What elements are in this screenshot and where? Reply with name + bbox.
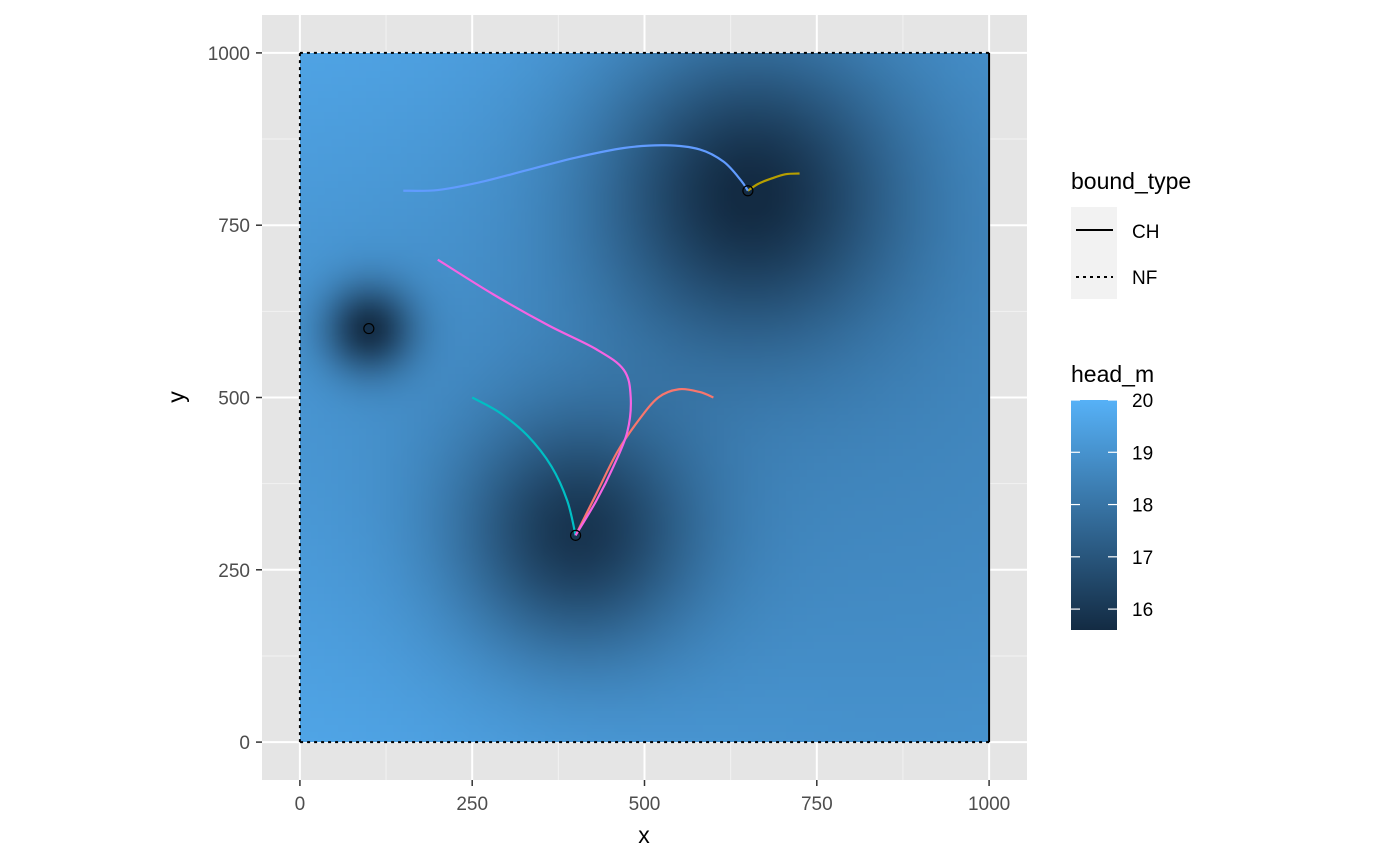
head-raster [299,52,990,743]
x-tick-label: 500 [629,794,661,815]
x-tick-label: 750 [801,794,833,815]
boundaries [298,51,991,744]
legend-label-ch: CH [1132,222,1159,243]
y-tick-label: 1000 [208,44,250,65]
well-point [569,529,582,541]
legend-bound-type-title: bound_type [1071,168,1191,194]
particle-track [747,172,800,192]
x-tick-label: 250 [456,794,488,815]
y-axis-tick-labels: 0 250 500 750 1000 [208,44,250,754]
legend-label-nf: NF [1132,268,1157,289]
colorbar-ticks [1071,399,1117,610]
y-tick-label: 0 [239,733,250,754]
y-tick-label: 500 [218,389,250,410]
wells [363,185,754,541]
colorbar-label: 17 [1132,548,1153,569]
colorbar-label: 16 [1132,600,1153,621]
well-point [742,185,754,197]
x-axis-title: x [638,822,650,848]
particle-track [471,396,577,536]
colorbar-label: 20 [1132,391,1153,412]
legend-head-title: head_m [1071,361,1154,387]
colorbar [1071,400,1117,630]
particle-track [403,144,749,192]
colorbar-label: 19 [1132,443,1153,464]
y-axis-ticks [256,52,262,743]
x-tick-label: 1000 [968,794,1010,815]
particle-tracks [403,144,800,536]
y-axis-title: y [163,391,189,403]
legend-head: head_m 20 19 18 17 16 [1071,361,1154,630]
colorbar-label: 18 [1132,496,1153,517]
particle-track [574,387,714,536]
x-tick-label: 0 [295,794,306,815]
legend-bound-type: bound_type CH NF [1071,168,1191,299]
colorbar-labels: 20 19 18 17 16 [1132,391,1153,621]
y-tick-label: 250 [218,561,250,582]
x-axis-tick-labels: 0 250 500 750 1000 [295,794,1011,815]
y-tick-label: 750 [218,216,250,237]
particle-track [437,258,632,536]
well-point [363,322,375,335]
x-axis-ticks [299,780,990,786]
